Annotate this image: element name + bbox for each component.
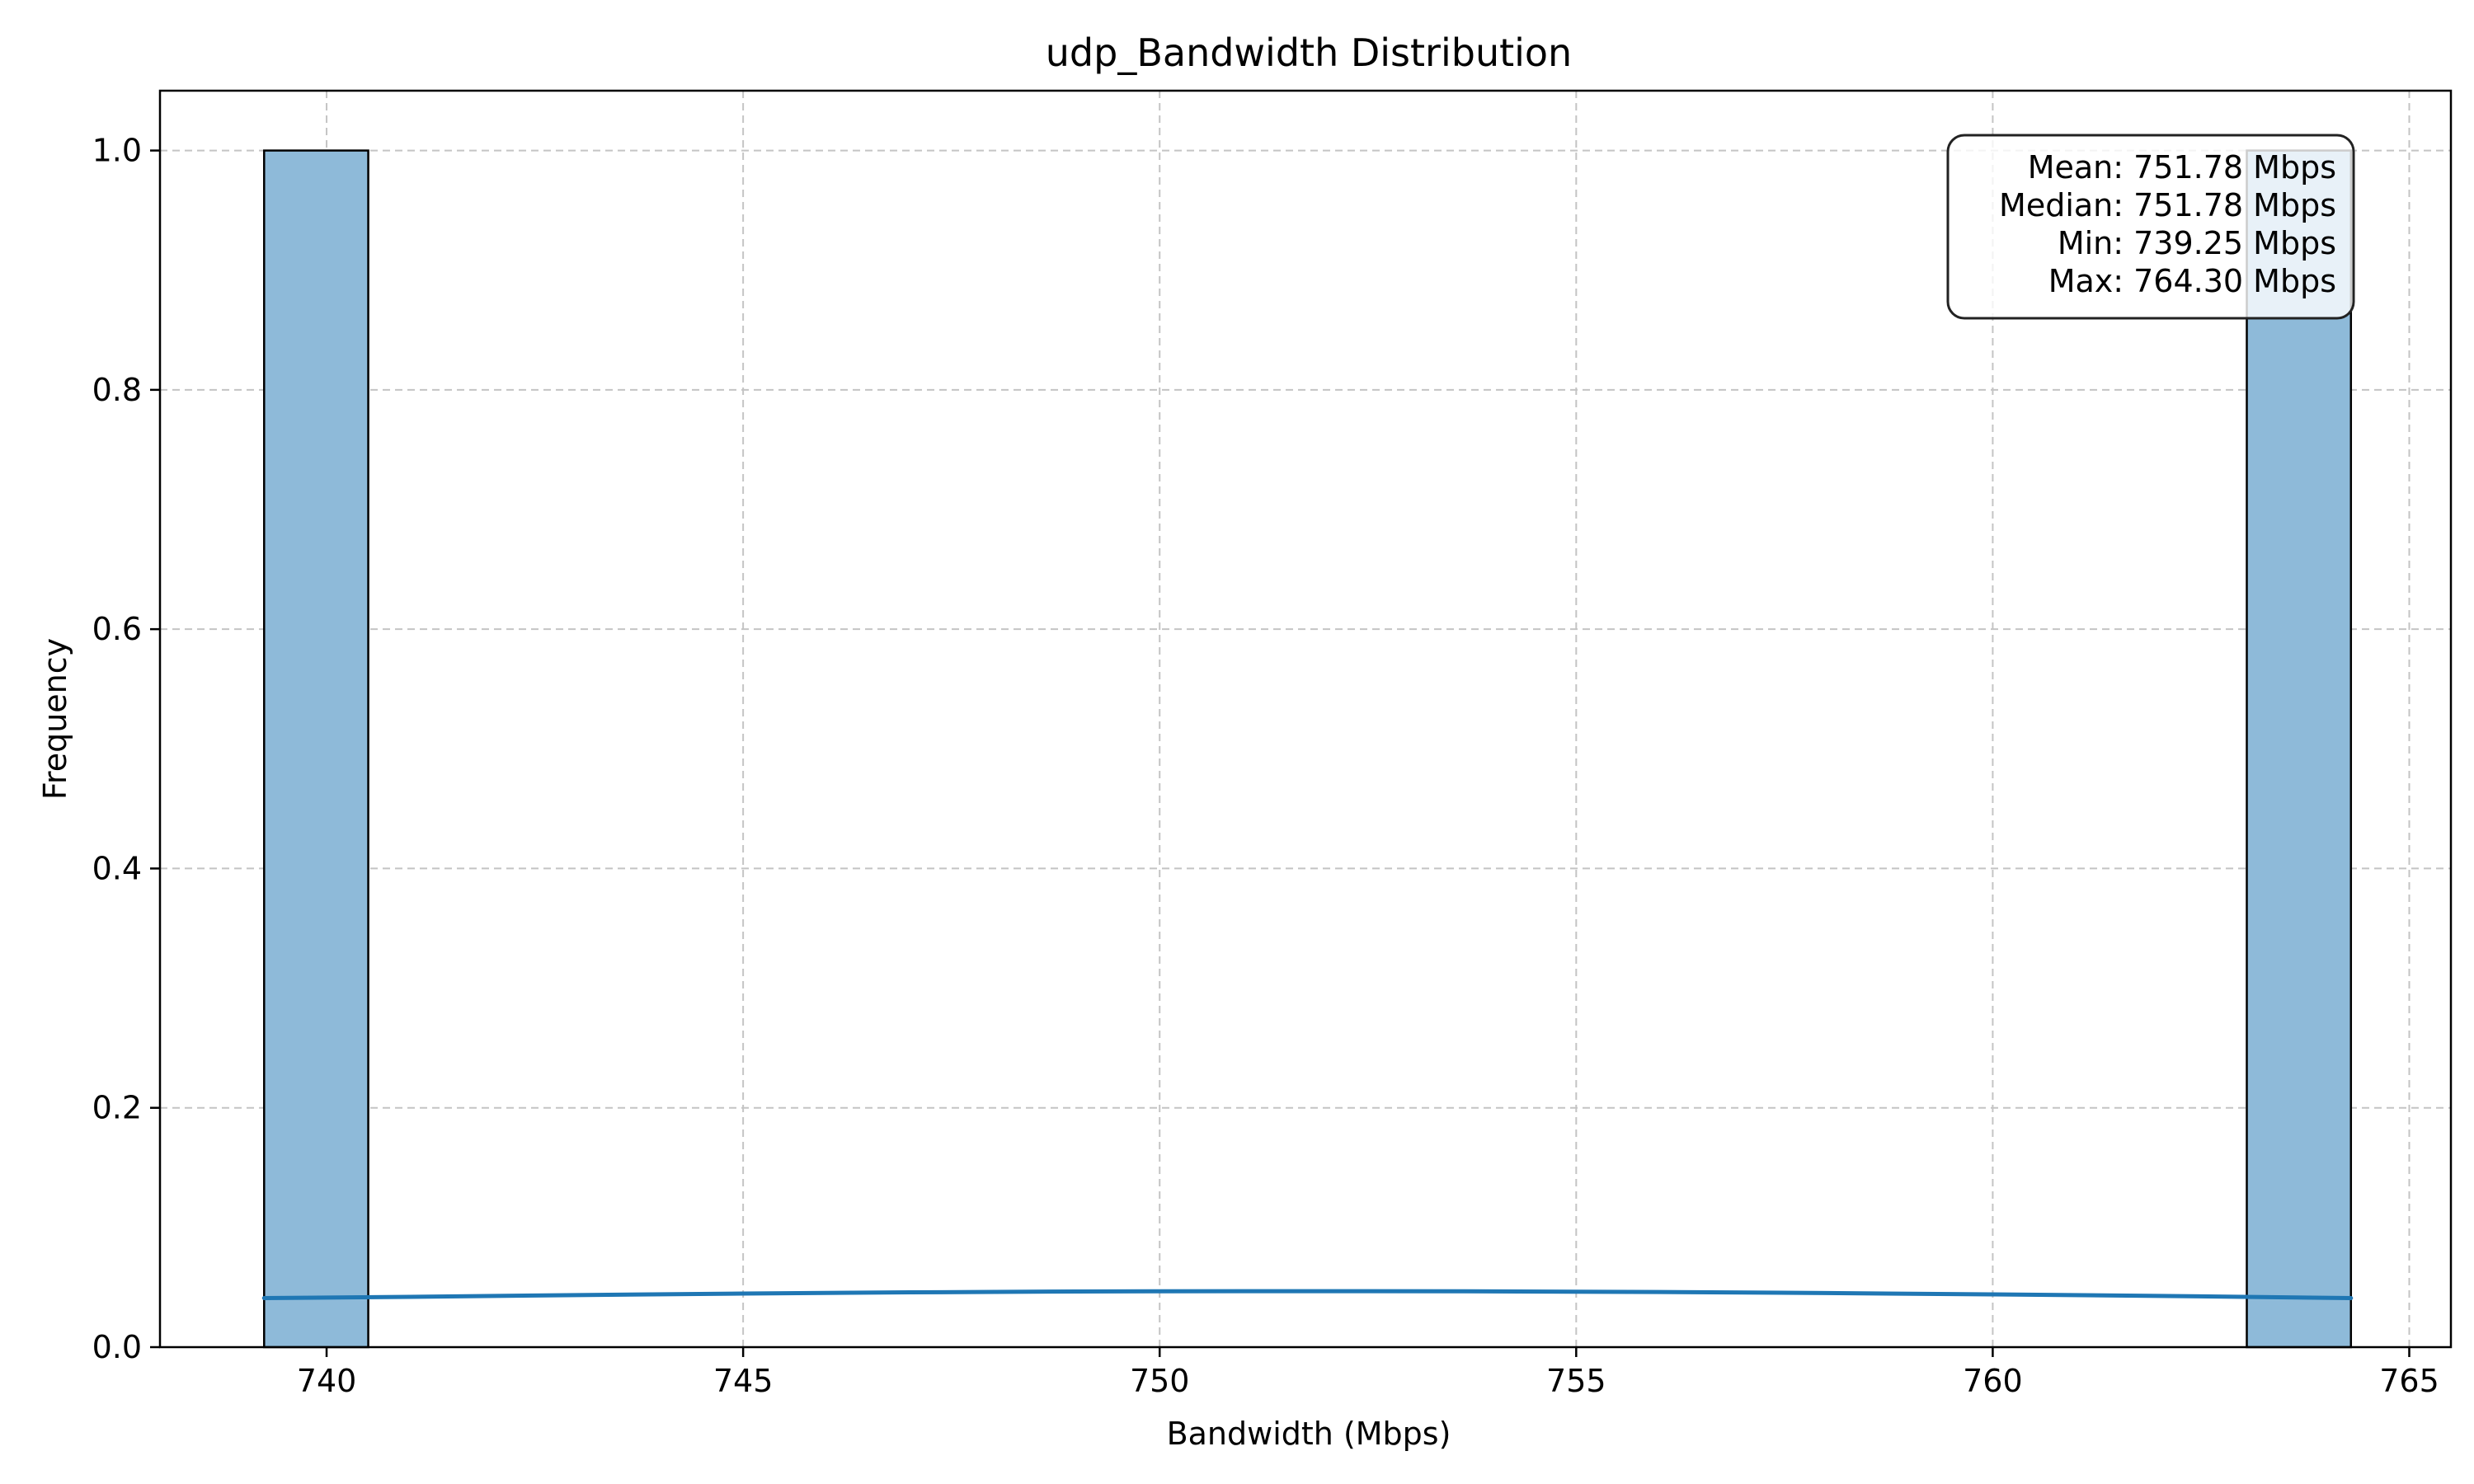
stats-box: Mean: 751.78 Mbps Median: 751.78 Mbps Mi…	[1946, 134, 2355, 320]
y-tick-label: 0.0	[92, 1329, 142, 1365]
kde-line	[261, 1289, 2354, 1300]
stats-box-frame	[1946, 134, 2355, 320]
x-tick-label: 750	[1130, 1363, 1190, 1399]
stat-min: Min: 739.25 Mbps	[2058, 225, 2336, 261]
x-tick-label: 760	[1963, 1363, 2023, 1399]
x-tick-label: 765	[2379, 1363, 2439, 1399]
kde-line-group	[261, 1289, 2354, 1300]
chart-title: udp_Bandwidth Distribution	[1046, 31, 1572, 75]
y-axis-label: Frequency	[37, 638, 73, 800]
y-tick-label: 1.0	[92, 133, 142, 169]
x-axis-label: Bandwidth (Mbps)	[1167, 1416, 1451, 1452]
y-tick-label: 0.6	[92, 611, 142, 647]
x-tick-label: 740	[297, 1363, 357, 1399]
plot-frame	[158, 89, 2453, 1349]
y-axis-ticks: 0.0 0.2 0.4 0.6 0.8 1.0	[92, 133, 160, 1365]
x-tick-label: 745	[713, 1363, 774, 1399]
stat-max: Max: 764.30 Mbps	[2048, 263, 2336, 299]
stat-median: Median: 751.78 Mbps	[1999, 187, 2336, 223]
x-axis-ticks: 740 745 750 755 760 765	[297, 1347, 2439, 1399]
y-tick-label: 0.8	[92, 372, 142, 408]
y-tick-label: 0.2	[92, 1090, 142, 1126]
y-tick-label: 0.4	[92, 850, 142, 886]
histogram-bar	[263, 149, 369, 1349]
histogram-bar	[2246, 149, 2353, 1349]
x-tick-label: 755	[1546, 1363, 1606, 1399]
stat-mean: Mean: 751.78 Mbps	[2028, 149, 2336, 186]
